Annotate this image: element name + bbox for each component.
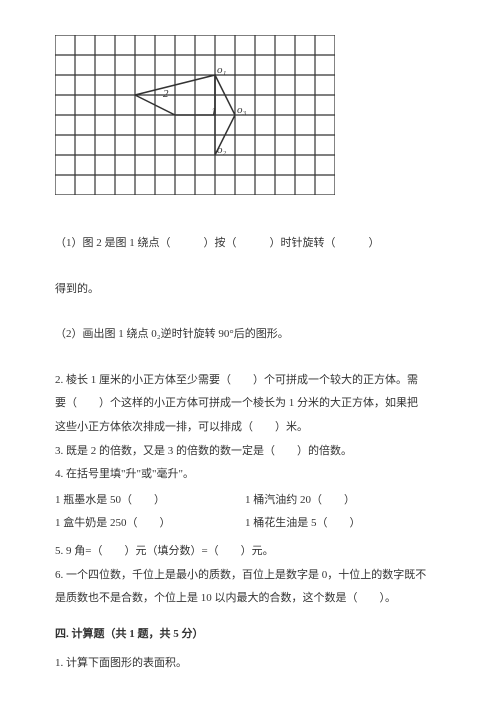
q2-line3: 这些小正方体依次排成一排，可以排成（ ）米。 — [55, 419, 445, 437]
svg-text:o₃: o₃ — [237, 104, 247, 116]
section4-q1: 1. 计算下面图形的表面积。 — [55, 655, 445, 673]
q3: 3. 既是 2 的倍数，又是 3 的倍数的数一定是（ ）的倍数。 — [55, 443, 445, 461]
q1-sub1-line2: 得到的。 — [55, 281, 445, 299]
q2-line1: 2. 棱长 1 厘米的小正方体至少需要（ ）个可拼成一个较大的正方体。需 — [55, 372, 445, 390]
q6-line2: 是质数也不是合数，个位上是 10 以内最大的合数，这个数是（ ）。 — [55, 590, 445, 608]
q1-sub2: （2）画出图 1 绕点 0₂逆时针旋转 90°后的图形。 — [55, 326, 445, 344]
q4-item1a: 1 瓶墨水是 50（ ） — [55, 492, 245, 510]
grid-svg: o₁ o₃ o₂ 1 2 — [55, 35, 335, 195]
q1-sub1-line1: （1）图 2 是图 1 绕点（ ）按（ ）时针旋转（ ） — [55, 235, 445, 253]
q6-line1: 6. 一个四位数，千位上是最小的质数，百位上是数字是 0，十位上的数字既不 — [55, 567, 445, 585]
svg-text:2: 2 — [163, 88, 169, 100]
section4-heading: 四. 计算题（共 1 题，共 5 分） — [55, 626, 445, 644]
svg-text:1: 1 — [211, 106, 217, 118]
q2-line2: 要（ ）个这样的小正方体可拼成一个棱长为 1 分米的大正方体，如果把 — [55, 395, 445, 413]
grid-diagram: o₁ o₃ o₂ 1 2 — [55, 35, 445, 195]
svg-text:o₂: o₂ — [217, 144, 227, 156]
svg-text:o₁: o₁ — [217, 64, 227, 76]
q4-item1b: 1 桶汽油约 20（ ） — [245, 492, 355, 510]
q5: 5. 9 角=（ ）元（填分数）=（ ）元。 — [55, 543, 445, 561]
q4-item2a: 1 盒牛奶是 250（ ） — [55, 515, 245, 533]
q4: 4. 在括号里填"升"或"毫升"。 — [55, 466, 445, 484]
q4-item2b: 1 桶花生油是 5（ ） — [245, 515, 361, 533]
